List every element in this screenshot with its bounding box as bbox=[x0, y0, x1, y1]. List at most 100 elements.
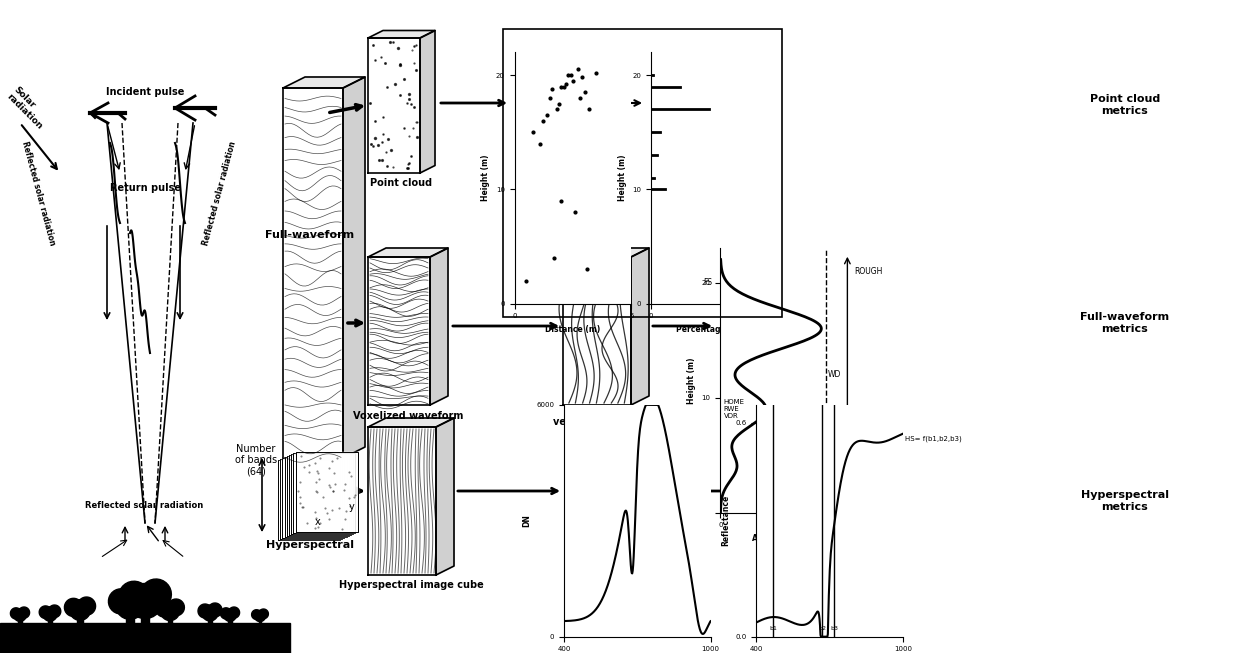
Polygon shape bbox=[368, 427, 436, 575]
Point bbox=[552, 82, 572, 92]
X-axis label: Amplitude (DN): Amplitude (DN) bbox=[753, 534, 818, 543]
Polygon shape bbox=[14, 609, 26, 622]
Point bbox=[547, 104, 567, 115]
Point bbox=[568, 64, 588, 74]
Polygon shape bbox=[19, 616, 21, 623]
Point bbox=[556, 79, 575, 89]
Text: Point cloud: Point cloud bbox=[370, 178, 432, 188]
Text: Voxelized waveform: Voxelized waveform bbox=[353, 411, 464, 421]
Point bbox=[531, 138, 551, 149]
Text: Reflected solar radiation: Reflected solar radiation bbox=[20, 140, 56, 246]
Polygon shape bbox=[160, 601, 180, 620]
Polygon shape bbox=[167, 613, 172, 623]
Text: Reflected solar radiation: Reflected solar radiation bbox=[202, 140, 238, 246]
Polygon shape bbox=[10, 608, 21, 619]
Polygon shape bbox=[140, 605, 149, 623]
Polygon shape bbox=[43, 607, 57, 621]
Point bbox=[565, 207, 585, 217]
Text: HOME
RWE
VDR: HOME RWE VDR bbox=[724, 399, 745, 419]
Polygon shape bbox=[140, 579, 171, 610]
Polygon shape bbox=[289, 455, 351, 535]
Text: FS: FS bbox=[703, 278, 712, 287]
Polygon shape bbox=[278, 460, 340, 540]
Text: Composite
vertical waveforms: Composite vertical waveforms bbox=[553, 406, 658, 427]
Text: Full-waveform
metrics: Full-waveform metrics bbox=[1080, 312, 1169, 334]
Polygon shape bbox=[223, 609, 237, 622]
Point bbox=[533, 116, 553, 126]
Point bbox=[549, 99, 569, 109]
Polygon shape bbox=[283, 77, 365, 88]
Y-axis label: Height (m): Height (m) bbox=[687, 357, 696, 404]
Polygon shape bbox=[283, 88, 343, 458]
Polygon shape bbox=[430, 248, 448, 405]
Polygon shape bbox=[108, 589, 134, 614]
Text: HS= f(b1,b2,b3): HS= f(b1,b2,b3) bbox=[905, 436, 962, 442]
Polygon shape bbox=[167, 599, 185, 616]
Polygon shape bbox=[436, 418, 454, 575]
X-axis label: Percentage (%): Percentage (%) bbox=[676, 325, 743, 334]
Y-axis label: Reflectance: Reflectance bbox=[720, 495, 730, 547]
Polygon shape bbox=[285, 457, 347, 537]
Point bbox=[558, 70, 578, 80]
Text: Return pulse: Return pulse bbox=[109, 183, 181, 193]
Text: Point cloud
metrics: Point cloud metrics bbox=[1090, 94, 1161, 116]
Point bbox=[523, 127, 543, 138]
Polygon shape bbox=[202, 605, 218, 621]
Text: WD: WD bbox=[828, 370, 841, 379]
Polygon shape bbox=[368, 38, 420, 173]
Polygon shape bbox=[48, 616, 52, 623]
Text: y: y bbox=[350, 502, 355, 512]
Point bbox=[552, 196, 572, 206]
Polygon shape bbox=[295, 452, 357, 532]
Text: Full-waveform: Full-waveform bbox=[265, 230, 355, 240]
Point bbox=[516, 276, 536, 286]
Text: Hyperspectral
metrics: Hyperspectral metrics bbox=[1081, 490, 1169, 512]
Text: Number
of bands
(64): Number of bands (64) bbox=[234, 444, 277, 477]
Polygon shape bbox=[208, 603, 222, 617]
Polygon shape bbox=[254, 611, 265, 622]
Polygon shape bbox=[128, 583, 162, 618]
Polygon shape bbox=[343, 77, 365, 458]
Polygon shape bbox=[69, 599, 91, 620]
Text: b2: b2 bbox=[818, 626, 826, 631]
Polygon shape bbox=[40, 606, 52, 618]
Y-axis label: DN: DN bbox=[522, 515, 531, 527]
Polygon shape bbox=[221, 608, 232, 619]
Polygon shape bbox=[294, 453, 356, 533]
Polygon shape bbox=[64, 598, 83, 616]
Polygon shape bbox=[252, 610, 262, 620]
Point bbox=[587, 68, 606, 78]
Polygon shape bbox=[198, 604, 212, 618]
Polygon shape bbox=[77, 613, 83, 623]
Point bbox=[539, 93, 559, 103]
Polygon shape bbox=[368, 257, 430, 405]
Point bbox=[560, 70, 580, 80]
Text: Hyperspectral image cube: Hyperspectral image cube bbox=[339, 580, 484, 590]
Polygon shape bbox=[563, 248, 649, 257]
Polygon shape bbox=[259, 617, 262, 623]
Polygon shape bbox=[286, 456, 348, 536]
Polygon shape bbox=[48, 605, 61, 618]
Polygon shape bbox=[0, 623, 290, 653]
Polygon shape bbox=[19, 607, 30, 618]
Point bbox=[553, 82, 573, 92]
Text: x: x bbox=[315, 517, 321, 527]
Text: Reflected solar radiation: Reflected solar radiation bbox=[86, 501, 203, 510]
Polygon shape bbox=[280, 459, 342, 539]
Polygon shape bbox=[563, 257, 631, 405]
Polygon shape bbox=[291, 454, 353, 534]
Point bbox=[537, 110, 557, 120]
Point bbox=[574, 87, 594, 97]
Polygon shape bbox=[368, 248, 448, 257]
Polygon shape bbox=[156, 600, 172, 617]
Polygon shape bbox=[283, 458, 345, 538]
Polygon shape bbox=[228, 616, 232, 623]
Polygon shape bbox=[631, 248, 649, 405]
X-axis label: Distance (m): Distance (m) bbox=[546, 325, 600, 334]
Polygon shape bbox=[126, 609, 134, 623]
Polygon shape bbox=[228, 607, 239, 618]
Text: Incident pulse: Incident pulse bbox=[105, 87, 185, 97]
Polygon shape bbox=[115, 590, 144, 620]
Polygon shape bbox=[368, 418, 454, 427]
Polygon shape bbox=[77, 597, 95, 615]
